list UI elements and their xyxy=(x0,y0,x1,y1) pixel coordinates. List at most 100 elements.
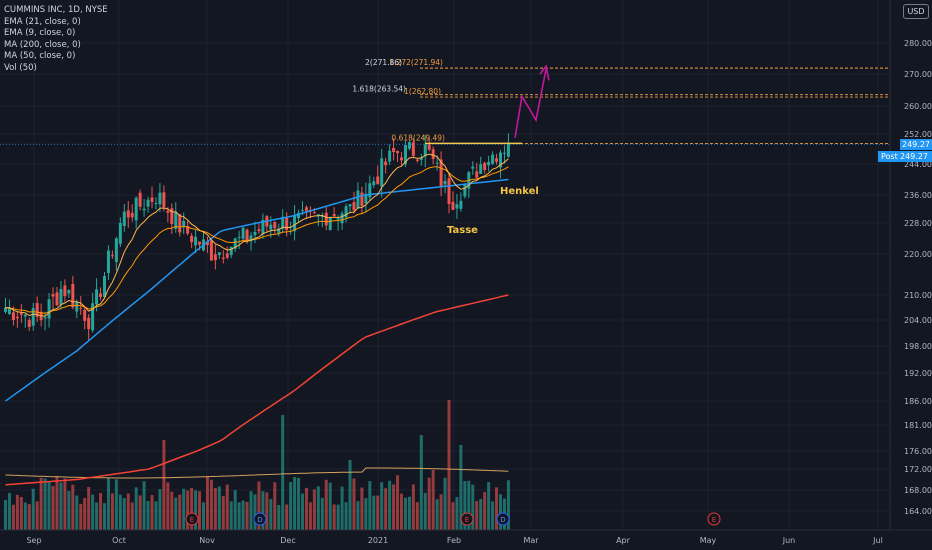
month-label: Apr xyxy=(616,536,631,545)
candle-body xyxy=(138,192,142,207)
legend-ma200[interactable]: MA (200, close, 0) xyxy=(4,39,81,50)
time-axis[interactable]: Sep Oct Nov Dec 2021 Feb Mar Apr May Jun Jul xyxy=(0,529,932,545)
legend-ma50[interactable]: MA (50, close, 0) xyxy=(4,51,76,61)
volume-bar xyxy=(182,488,186,530)
volume-bar xyxy=(451,502,455,530)
volume-bar xyxy=(479,498,483,530)
candle-body xyxy=(198,241,202,245)
volume-bar xyxy=(134,487,138,530)
volume-bar xyxy=(59,482,63,530)
fib-label: 2(271.86) xyxy=(365,58,402,67)
volume-bar xyxy=(99,492,103,530)
volume-bar xyxy=(15,494,19,530)
volume-bar xyxy=(178,494,182,530)
candle-body xyxy=(225,253,229,258)
month-label: Feb xyxy=(447,536,461,545)
candle-body xyxy=(396,150,400,154)
volume-bar xyxy=(162,440,166,530)
candle-body xyxy=(43,317,47,319)
volume-bar xyxy=(392,484,396,530)
volume-bar xyxy=(261,491,265,530)
volume-bar xyxy=(190,487,194,530)
volume-bar xyxy=(202,502,205,530)
volume-bar xyxy=(75,495,79,530)
candle-body xyxy=(233,238,237,249)
volume-bar xyxy=(293,477,297,530)
volume-bar xyxy=(67,490,71,530)
legend-vol[interactable]: Vol (50) xyxy=(4,62,37,73)
currency-badge[interactable]: USD xyxy=(903,4,929,19)
legend-ema21[interactable]: EMA (21, close, 0) xyxy=(4,16,81,27)
volume-bar xyxy=(126,493,130,530)
candle-body xyxy=(392,147,396,153)
candle-body xyxy=(419,157,423,160)
ema9-line xyxy=(5,153,509,317)
candle-body xyxy=(455,204,459,209)
earnings-event-marker[interactable]: E xyxy=(460,512,474,526)
earnings-event-marker[interactable]: E xyxy=(707,512,721,526)
volume-bar xyxy=(91,494,95,530)
event-circle xyxy=(253,512,267,526)
moving-average-lines xyxy=(5,153,509,486)
candle-body xyxy=(249,235,253,242)
candle-body xyxy=(241,227,245,239)
candle-body xyxy=(146,199,150,207)
candle-body xyxy=(483,162,487,170)
candle-body xyxy=(237,237,241,239)
candle-body xyxy=(269,224,273,230)
candle-body xyxy=(427,144,431,150)
volume-bar xyxy=(376,495,380,530)
volume-bar xyxy=(118,494,122,530)
candle-body xyxy=(67,289,71,294)
fib-label: 1.618(263.54) xyxy=(352,85,406,94)
projection-arrow xyxy=(514,69,547,138)
volume-bar xyxy=(249,491,253,530)
candle-body xyxy=(118,222,122,244)
indicator-legend: CUMMINS INC, 1D, NYSE EMA (21, close, 0)… xyxy=(4,5,108,74)
fib-label: 0.618(249.49) xyxy=(391,133,445,142)
volume-bar xyxy=(483,492,487,530)
event-letter: D xyxy=(257,516,262,524)
candle-body xyxy=(316,214,320,216)
price-axis[interactable]: 164.00 168.00 172.00 176.00 181.00 186.00 192.… xyxy=(889,0,932,530)
price-tick-label: 270.00 xyxy=(904,70,932,79)
volume-bar xyxy=(316,486,320,530)
candle-body xyxy=(506,144,510,157)
volume-bar xyxy=(257,481,261,530)
candle-body xyxy=(257,229,261,232)
candle-body xyxy=(166,210,170,213)
volume-bar xyxy=(31,488,35,530)
candle-body xyxy=(447,178,451,205)
candle-body xyxy=(384,161,388,166)
arrow-head xyxy=(539,64,550,81)
dividend-event-marker[interactable]: D xyxy=(253,512,267,526)
volume-bar xyxy=(79,503,83,530)
event-letter: E xyxy=(712,516,716,524)
volume-bar xyxy=(43,478,47,530)
volume-bar xyxy=(348,460,352,530)
candle-body xyxy=(281,216,285,229)
volume-bar xyxy=(475,500,479,530)
candle-body xyxy=(495,158,499,162)
candle-body xyxy=(328,217,332,231)
post-value: 249.27 xyxy=(900,152,928,161)
volume-bar xyxy=(198,491,202,530)
volume-bar xyxy=(229,501,233,530)
candle-body xyxy=(332,214,336,217)
candle-body xyxy=(205,241,209,246)
candle-body xyxy=(312,212,316,214)
earnings-event-marker[interactable]: E xyxy=(185,512,199,526)
candle-body xyxy=(253,231,257,236)
cup-label: Tasse xyxy=(447,225,478,236)
volume-bar xyxy=(360,487,364,530)
candle-body xyxy=(217,252,221,256)
dividend-event-marker[interactable]: D xyxy=(496,512,510,526)
legend-ema9[interactable]: EMA (9, close, 0) xyxy=(4,28,76,38)
price-tick-label: 260.00 xyxy=(904,102,932,111)
event-circle xyxy=(496,512,510,526)
volume-bar xyxy=(166,482,170,530)
candle-body xyxy=(415,159,419,161)
volume-bar xyxy=(130,502,134,530)
